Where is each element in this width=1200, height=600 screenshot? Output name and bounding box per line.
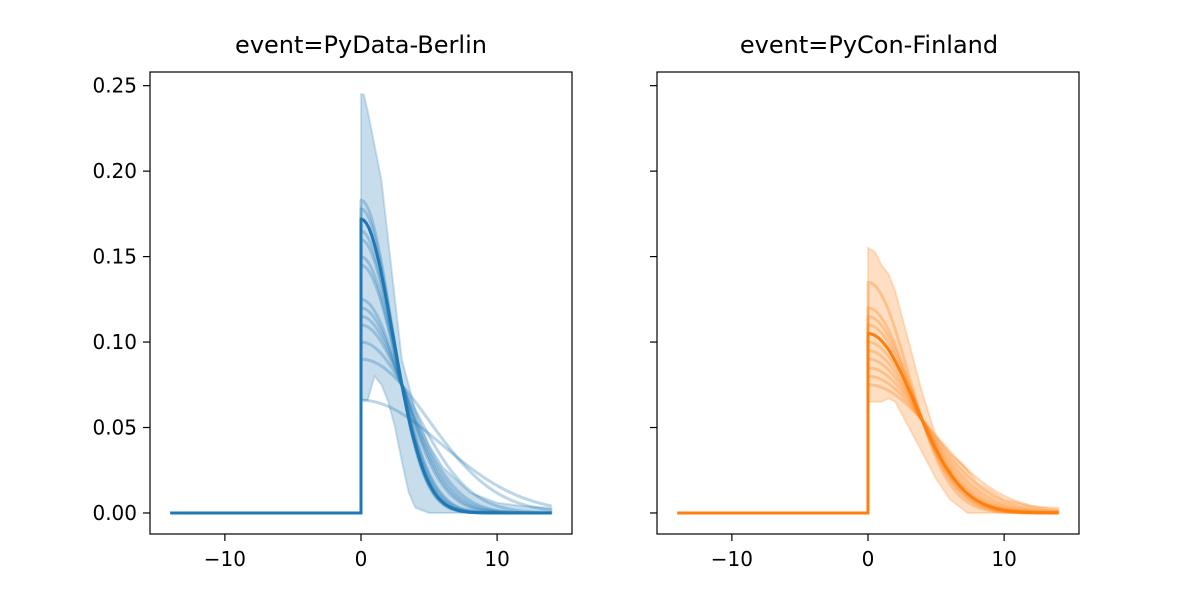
sample-curve [170, 398, 552, 515]
mean-curve [677, 332, 1059, 515]
y-tick-label: 0.05 [92, 416, 137, 440]
panel-title: event=PyData-Berlin [235, 31, 487, 59]
sample-curve [677, 374, 1059, 515]
x-tick-label: 10 [991, 547, 1016, 571]
x-tick-label: 10 [484, 547, 509, 571]
x-tick-label: 0 [355, 547, 368, 571]
y-tick-label: 0.10 [92, 330, 137, 354]
panel-title: event=PyCon-Finland [740, 31, 998, 59]
y-tick-label: 0.25 [92, 74, 137, 98]
panel-pycon-finland: event=PyCon-Finland −10 0 10 [650, 31, 1080, 571]
sample-curve [170, 357, 552, 515]
sample-curve [677, 383, 1059, 515]
x-tick-label: 0 [862, 547, 875, 571]
y-tick-label: 0.00 [92, 501, 137, 525]
x-tick-label: −10 [204, 547, 246, 571]
mean-curve [170, 217, 552, 515]
sample-curve [170, 340, 552, 515]
sample-curve [677, 366, 1059, 515]
y-tick-label: 0.20 [92, 159, 137, 183]
x-tick-label: −10 [711, 547, 753, 571]
panel-pydata-berlin: event=PyData-Berlin −10 0 10 0.00 0.05 0.10 0.… [92, 31, 573, 571]
y-tick-label: 0.15 [92, 245, 137, 269]
